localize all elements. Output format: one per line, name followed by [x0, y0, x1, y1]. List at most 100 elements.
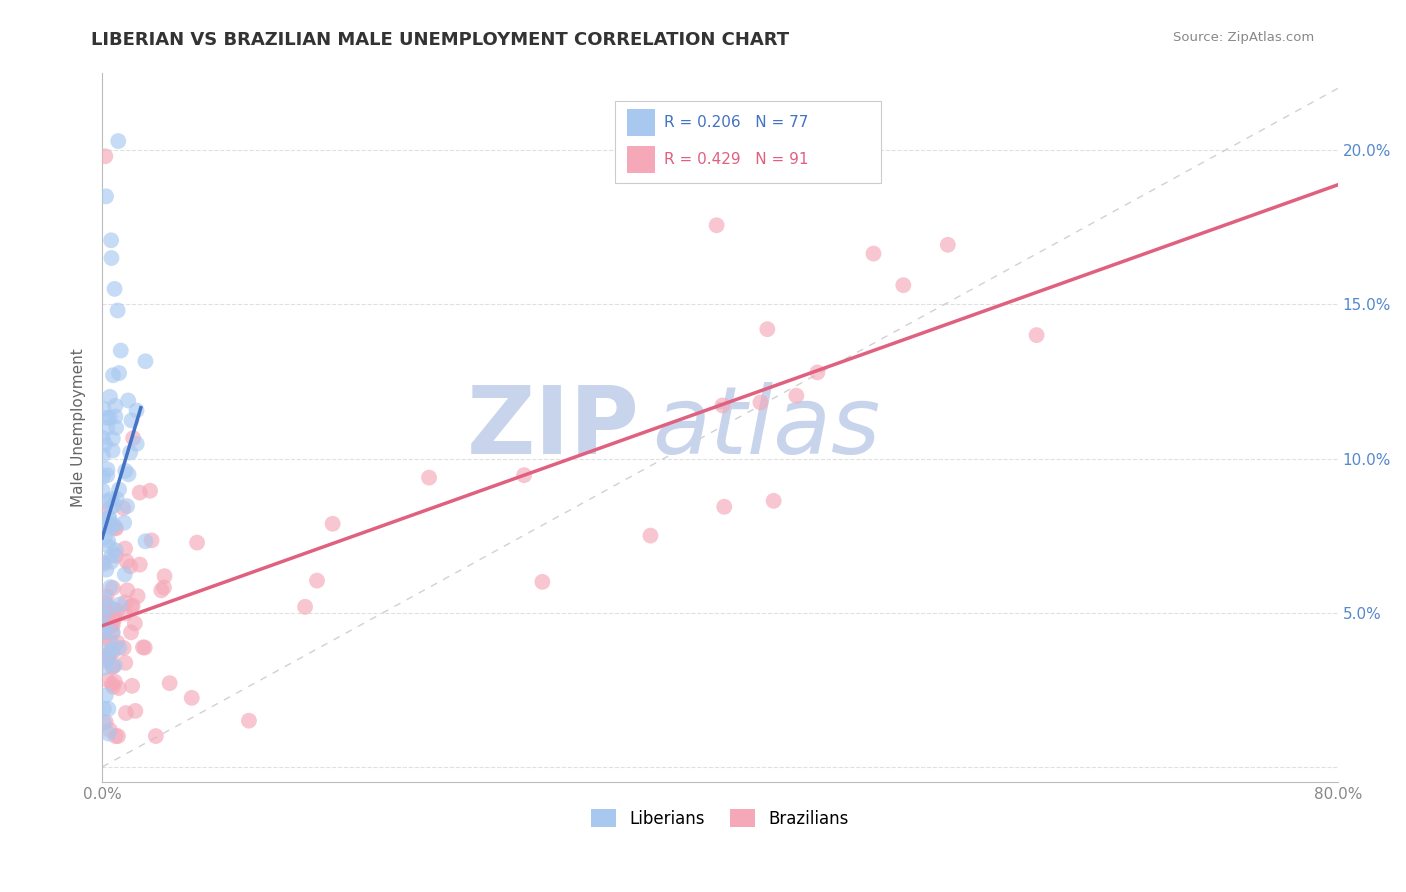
Liberians [101, 548, 124, 562]
Liberians [91, 608, 114, 623]
Brazilians [120, 559, 142, 574]
Liberians [101, 368, 124, 383]
Text: R = 0.206   N = 77: R = 0.206 N = 77 [665, 115, 808, 129]
Liberians [93, 661, 115, 675]
Liberians [93, 619, 115, 633]
Brazilians [101, 680, 124, 694]
Liberians [96, 563, 118, 577]
Liberians [108, 366, 131, 380]
Brazilians [93, 595, 115, 609]
Liberians [96, 421, 118, 435]
Brazilians [749, 395, 772, 409]
Brazilians [105, 603, 128, 617]
Liberians [96, 462, 118, 476]
Brazilians [104, 612, 127, 626]
Legend: Liberians, Brazilians: Liberians, Brazilians [585, 803, 855, 834]
Liberians [91, 483, 114, 498]
Liberians [94, 189, 117, 203]
Brazilians [94, 602, 117, 616]
Brazilians [785, 389, 807, 403]
Liberians [125, 437, 148, 451]
Liberians [108, 598, 131, 612]
Liberians [96, 468, 118, 483]
Brazilians [120, 599, 142, 614]
Brazilians [117, 583, 139, 598]
Liberians [93, 701, 115, 715]
Liberians [98, 510, 121, 524]
Liberians [93, 518, 115, 533]
Brazilians [128, 485, 150, 500]
Brazilians [134, 640, 156, 655]
Liberians [98, 410, 121, 425]
Liberians [97, 726, 120, 740]
Liberians [107, 303, 129, 318]
Liberians [100, 233, 122, 247]
Brazilians [640, 528, 662, 542]
Liberians [91, 469, 114, 483]
Liberians [101, 520, 124, 534]
Brazilians [114, 656, 136, 670]
Liberians [98, 516, 121, 531]
Brazilians [128, 558, 150, 572]
Bar [627, 146, 655, 173]
Text: LIBERIAN VS BRAZILIAN MALE UNEMPLOYMENT CORRELATION CHART: LIBERIAN VS BRAZILIAN MALE UNEMPLOYMENT … [91, 31, 790, 49]
Liberians [96, 644, 118, 658]
Brazilians [101, 624, 124, 639]
Liberians [100, 251, 122, 265]
Brazilians [94, 612, 117, 626]
Bar [627, 109, 655, 136]
Brazilians [101, 659, 124, 673]
Liberians [105, 491, 128, 506]
Liberians [97, 702, 120, 716]
Liberians [101, 641, 124, 656]
Liberians [96, 410, 118, 425]
Liberians [103, 518, 125, 533]
Liberians [101, 626, 124, 640]
Brazilians [153, 569, 176, 583]
Brazilians [122, 431, 145, 445]
Brazilians [115, 554, 138, 568]
Brazilians [711, 399, 734, 413]
Brazilians [124, 704, 146, 718]
Liberians [100, 500, 122, 515]
Brazilians [132, 640, 155, 655]
Liberians [94, 530, 117, 544]
Liberians [96, 494, 118, 508]
Brazilians [105, 635, 128, 649]
Brazilians [531, 574, 554, 589]
Brazilians [186, 535, 208, 549]
Liberians [103, 498, 125, 512]
Brazilians [114, 595, 136, 609]
Liberians [97, 511, 120, 525]
Liberians [97, 652, 120, 666]
Liberians [101, 443, 124, 458]
Text: atlas: atlas [652, 382, 880, 473]
Brazilians [141, 533, 163, 548]
Brazilians [101, 581, 124, 595]
Brazilians [101, 645, 124, 659]
Liberians [134, 354, 156, 368]
Liberians [120, 413, 142, 427]
Liberians [93, 715, 115, 730]
Y-axis label: Male Unemployment: Male Unemployment [72, 348, 86, 507]
Liberians [114, 464, 136, 478]
Brazilians [93, 613, 115, 627]
Brazilians [94, 714, 117, 729]
Liberians [100, 491, 122, 506]
Brazilians [513, 468, 536, 483]
Brazilians [94, 653, 117, 667]
Brazilians [93, 629, 115, 643]
Brazilians [145, 729, 167, 743]
Brazilians [756, 322, 779, 336]
Brazilians [104, 674, 127, 689]
Brazilians [100, 618, 122, 632]
Brazilians [93, 625, 115, 640]
Brazilians [107, 681, 129, 695]
Liberians [98, 540, 121, 554]
Brazilians [107, 729, 129, 743]
Liberians [125, 403, 148, 417]
Brazilians [93, 557, 115, 571]
Liberians [105, 420, 128, 434]
Brazilians [114, 541, 136, 556]
Brazilians [112, 640, 135, 655]
